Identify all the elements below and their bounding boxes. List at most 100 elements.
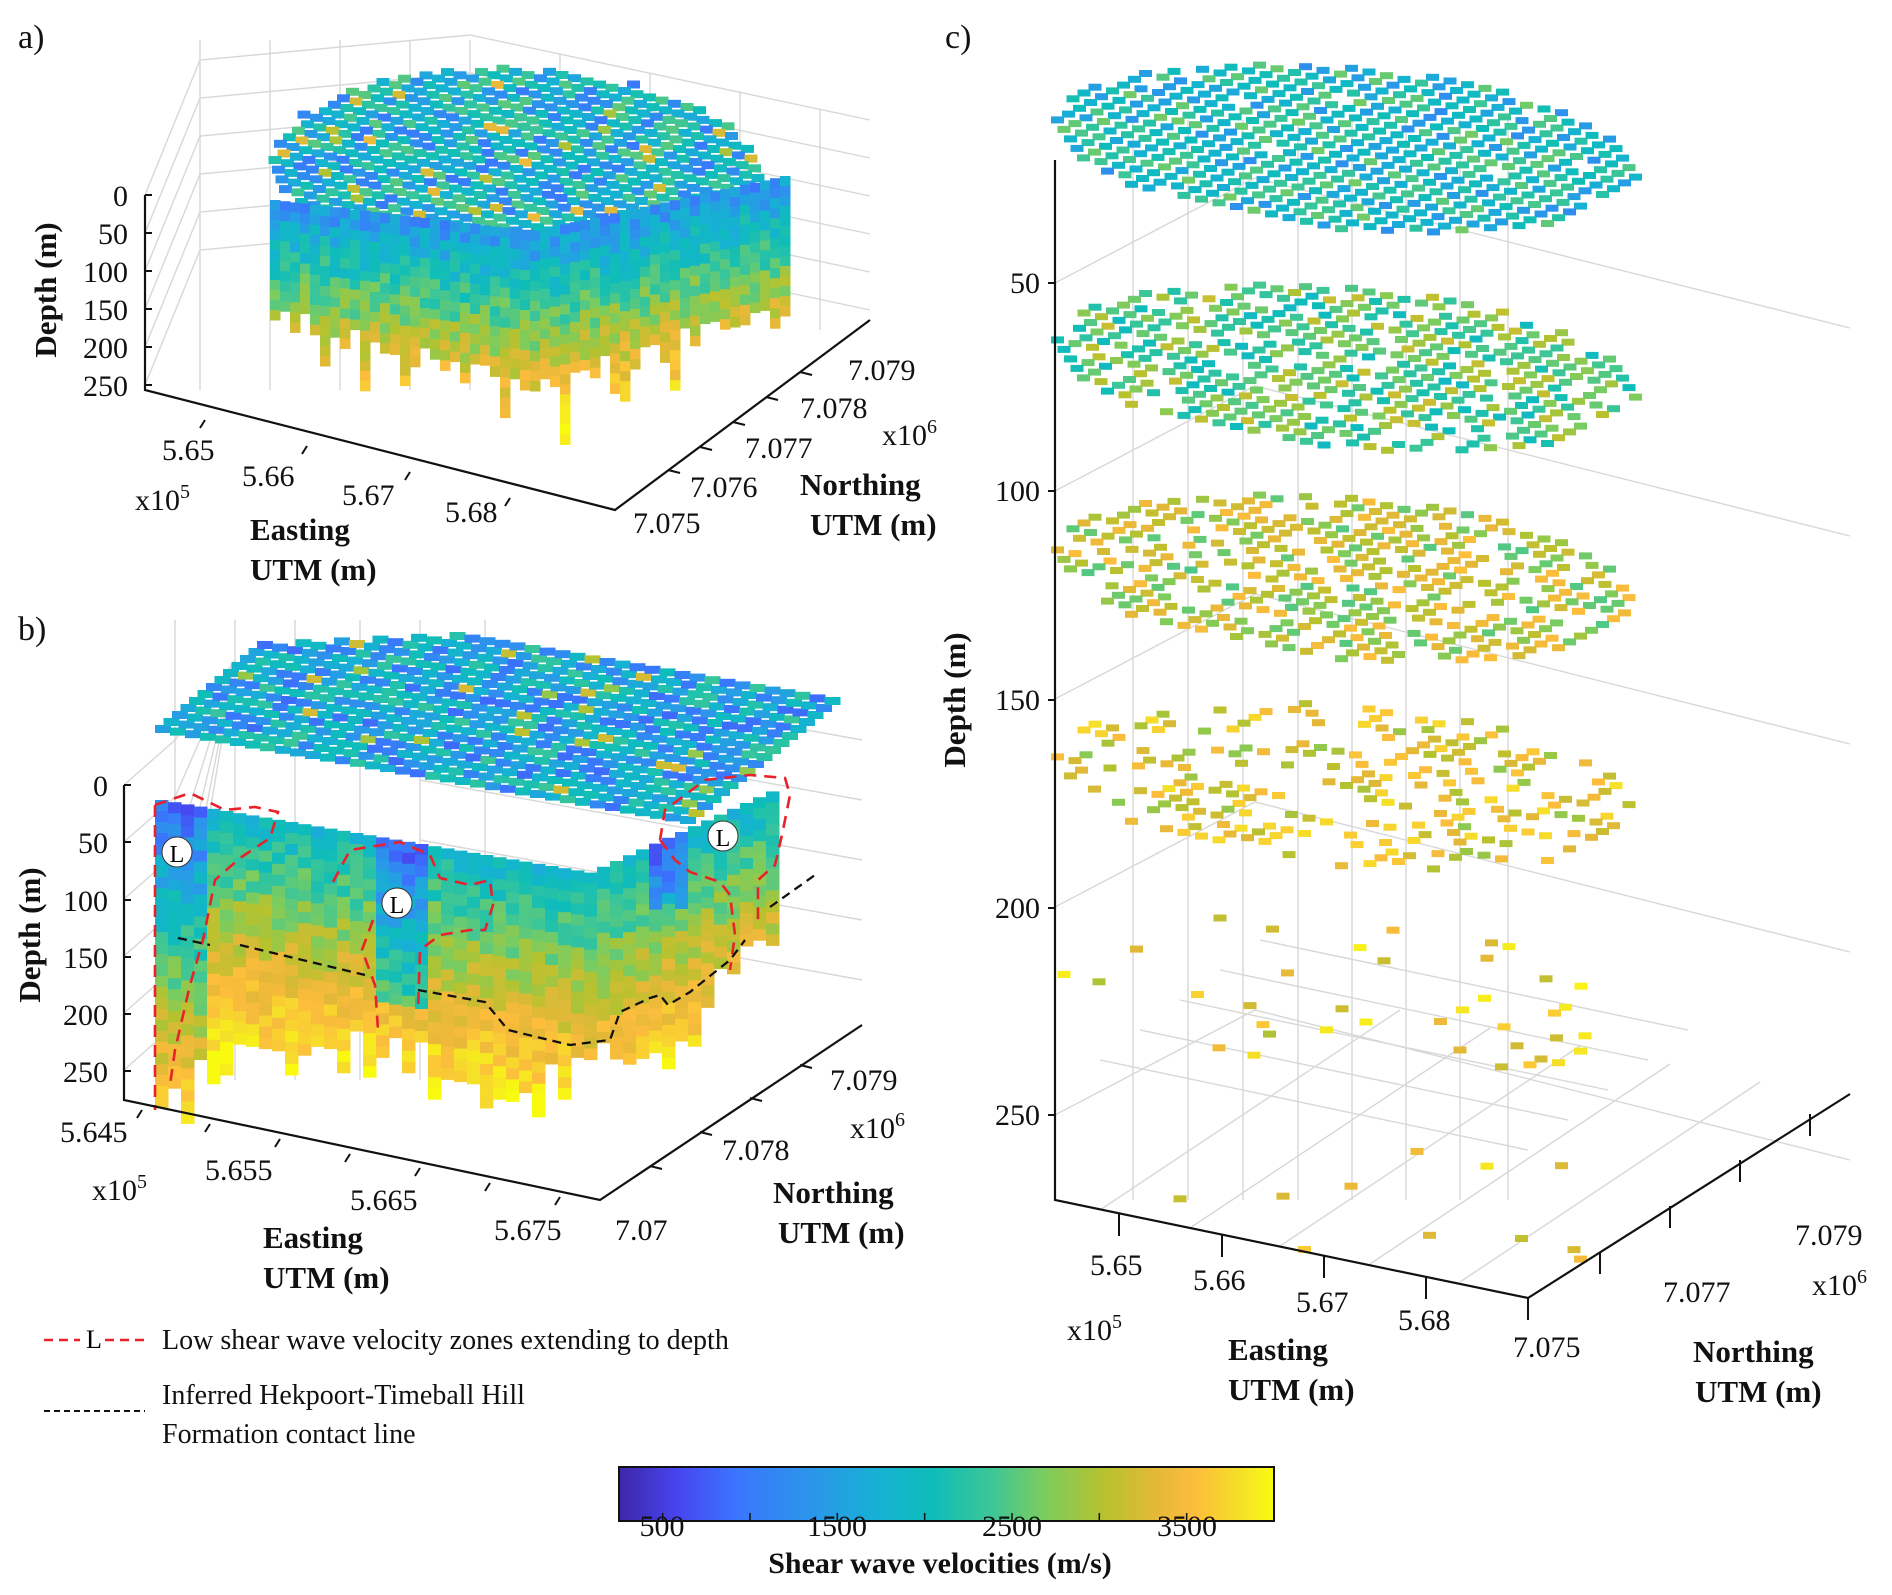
voxel [454,894,468,907]
voxel [330,257,341,268]
voxel [1158,98,1172,106]
voxel [1572,177,1585,185]
voxel [306,165,319,174]
voxel [1213,706,1227,714]
voxel [1298,1246,1311,1253]
voxel [493,1022,507,1034]
voxel [1287,418,1300,426]
voxel [636,959,650,971]
voxel [1485,94,1498,102]
voxel [356,178,369,187]
voxel [1112,316,1126,324]
voxel [220,965,234,977]
voxel [1250,101,1264,109]
voxel [550,226,561,238]
voxel [1242,67,1255,75]
voxel [1452,331,1465,339]
voxel [281,696,297,704]
voxel [402,1028,416,1041]
voxel [270,220,281,231]
voxel [1362,68,1376,76]
voxel [412,113,425,122]
voxel [259,872,273,885]
voxel [1383,823,1397,831]
voxel [690,305,701,317]
voxel [452,674,468,683]
voxel [1480,109,1494,117]
voxel [1377,397,1390,405]
voxel [389,861,403,874]
voxel [575,93,588,102]
voxel [363,901,377,913]
voxel [298,1011,312,1023]
voxel [337,1050,351,1063]
voxel [428,868,442,880]
voxel [1327,556,1340,563]
voxel [207,918,221,931]
voxel [1473,385,1487,393]
voxel [714,858,728,871]
voxel [400,255,411,267]
voxel [376,947,390,959]
voxel [370,242,381,253]
panel-label-a: a) [18,19,44,56]
voxel [1545,204,1559,212]
voxel [1331,110,1345,118]
voxel [1563,638,1576,646]
voxel [283,679,299,688]
voxel [285,888,299,900]
voxel [620,251,631,262]
voxel [636,1036,650,1048]
voxel [334,181,348,190]
voxel [730,207,741,218]
panel-a-northing-label-line2: UTM (m) [810,507,937,542]
voxel [492,116,506,125]
voxel [479,637,496,646]
voxel [650,214,661,226]
voxel [620,391,631,402]
panel-c-northing-multiplier: x106 [1812,1266,1867,1302]
voxel [1561,183,1574,191]
voxel [376,958,390,970]
voxel [1228,178,1241,186]
low-zone-marker: L [161,836,193,868]
voxel [431,197,444,206]
voxel [662,969,676,982]
voxel [340,298,351,309]
voxel [1345,284,1358,292]
voxel [677,713,693,722]
voxel [1307,162,1320,170]
voxel [520,270,531,281]
voxel [709,702,725,711]
voxel [710,211,721,222]
voxel [638,715,655,724]
voxel [402,929,416,942]
panel-c-easting-tick: 5.67 [1296,1286,1349,1319]
depth-slice [1051,61,1642,236]
voxel [558,901,572,913]
voxel [760,180,771,191]
voxel [1390,131,1404,139]
voxel [1383,186,1397,194]
voxel [670,300,681,311]
voxel [462,126,475,135]
voxel [1616,154,1629,162]
voxel [360,230,371,242]
voxel [566,745,582,754]
voxel [194,806,208,819]
voxel [570,292,581,303]
voxel [1199,180,1213,188]
voxel [583,210,596,219]
voxel [520,350,531,361]
voxel [1173,572,1187,580]
voxel [573,119,586,128]
voxel [634,748,651,757]
voxel [1282,214,1296,222]
voxel [1318,521,1332,529]
voxel [454,1015,468,1028]
voxel [493,923,507,935]
voxel [1461,511,1474,519]
voxel [387,107,400,116]
voxel [426,636,442,645]
voxel [1357,148,1371,156]
